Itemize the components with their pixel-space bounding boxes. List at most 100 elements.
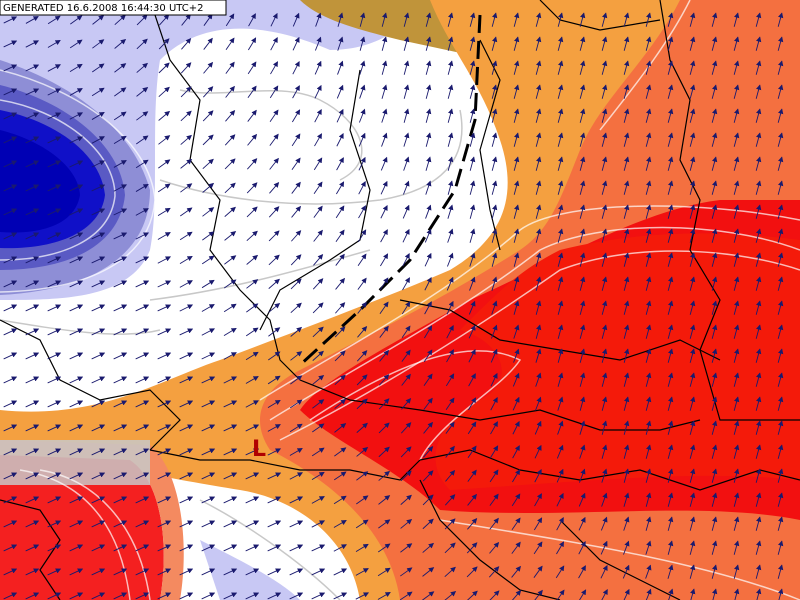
wind-arrow — [377, 567, 391, 577]
wind-arrow — [3, 592, 18, 600]
wind-arrow — [379, 349, 389, 362]
wind-arrow — [289, 448, 303, 456]
wind-arrow — [359, 84, 366, 99]
wind-arrow — [380, 204, 388, 219]
wind-arrow — [356, 446, 369, 457]
wind-arrow — [645, 540, 652, 555]
wind-arrow — [711, 540, 718, 555]
wind-arrow — [579, 132, 586, 147]
wind-arrow — [579, 372, 586, 387]
generated-label: GENERATED 16.6.2008 16:44:30 UTC+2 — [3, 3, 204, 14]
wind-arrow — [135, 304, 150, 312]
wind-arrow — [400, 446, 412, 458]
wind-arrow — [667, 180, 674, 195]
wind-arrow — [69, 448, 84, 456]
wind-arrow — [755, 132, 762, 147]
wind-arrow — [777, 60, 784, 75]
wind-arrow — [491, 108, 498, 123]
wind-arrow — [378, 470, 391, 481]
wind-arrow — [333, 592, 348, 600]
wind-arrow — [3, 112, 18, 120]
wind-arrow — [401, 301, 411, 315]
wind-arrow — [114, 38, 127, 49]
wind-arrow — [69, 568, 84, 576]
wind-arrow — [135, 208, 149, 216]
wind-arrow — [91, 111, 105, 120]
wind-arrow — [401, 397, 412, 410]
isoline — [179, 89, 363, 181]
wind-arrow — [512, 469, 521, 483]
wind-arrow — [157, 352, 172, 360]
wind-arrow — [623, 60, 630, 75]
wind-arrow — [336, 132, 344, 147]
pressure-label: L — [252, 437, 266, 462]
wind-arrow — [711, 108, 718, 123]
wind-arrow — [579, 300, 586, 315]
wind-arrow — [733, 84, 740, 99]
wind-arrow — [25, 208, 40, 216]
front-line — [298, 14, 482, 367]
wind-arrow — [3, 544, 18, 552]
wind-arrow — [113, 424, 128, 432]
wind-arrow — [446, 276, 454, 291]
wind-arrow — [334, 350, 346, 362]
wind-arrow — [490, 421, 498, 435]
wind-arrow — [579, 60, 586, 75]
wind-arrow — [489, 493, 499, 506]
wind-arrow — [290, 375, 303, 385]
wind-arrow — [3, 64, 18, 72]
cold-core — [0, 130, 80, 233]
cool-area — [200, 540, 300, 600]
wind-arrow — [623, 516, 630, 531]
wind-arrow — [557, 324, 564, 339]
wind-arrow — [733, 180, 740, 195]
wind-arrow — [469, 60, 476, 75]
wind-arrow — [377, 592, 391, 600]
wind-arrow — [337, 60, 344, 75]
wind-arrow — [711, 204, 718, 219]
wind-arrow — [447, 84, 454, 99]
wind-arrow — [358, 132, 366, 147]
wind-arrow — [357, 301, 367, 314]
wind-arrow — [201, 544, 216, 552]
wind-arrow — [667, 444, 674, 459]
wind-arrow — [623, 36, 630, 51]
wind-arrow — [157, 376, 172, 384]
wind-arrow — [667, 60, 674, 75]
wind-arrow — [25, 568, 40, 576]
wind-arrow — [556, 517, 564, 531]
wind-arrow — [113, 592, 128, 600]
wind-arrow — [181, 38, 192, 50]
wind-arrow — [315, 12, 322, 27]
wind-arrow — [377, 543, 391, 553]
wind-arrow — [69, 400, 84, 408]
wind-arrow — [267, 375, 281, 385]
wind-arrow — [491, 36, 498, 51]
wind-arrow — [69, 280, 84, 288]
wind-arrow — [355, 592, 370, 600]
wind-arrow — [292, 85, 300, 99]
wind-arrow — [623, 180, 630, 195]
wind-arrow — [69, 592, 84, 600]
wind-arrow — [491, 204, 498, 219]
wind-arrow — [91, 208, 106, 216]
wind-arrow — [113, 496, 128, 504]
wind-arrow — [491, 60, 498, 75]
wind-arrow — [69, 544, 84, 552]
wind-arrow — [179, 207, 193, 217]
wind-arrow — [3, 424, 18, 432]
wind-arrow — [403, 36, 410, 51]
wind-arrow — [201, 424, 216, 432]
wind-arrow — [511, 541, 521, 554]
wind-arrow — [511, 493, 521, 507]
wind-arrow — [113, 111, 127, 121]
wind-arrow — [92, 39, 105, 49]
wind-arrow — [201, 328, 215, 336]
wind-arrow — [136, 87, 149, 97]
wind-arrow — [91, 87, 105, 97]
wind-arrow — [755, 348, 762, 363]
wind-arrow — [777, 84, 784, 99]
wind-arrow — [557, 60, 564, 75]
wind-arrow — [425, 156, 432, 171]
